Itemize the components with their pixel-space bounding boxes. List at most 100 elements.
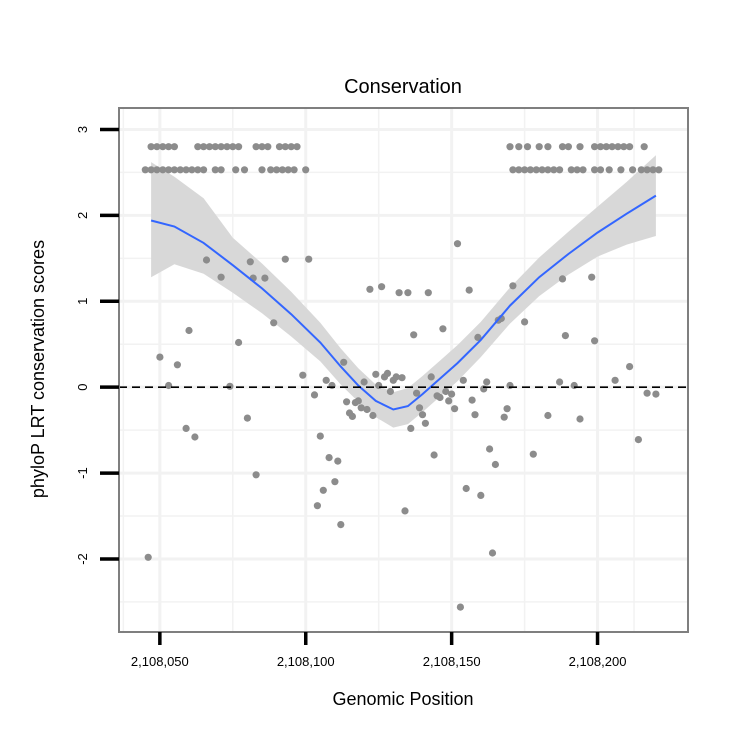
data-point [264,143,272,151]
data-point [413,389,421,397]
chart-title: Conservation [344,76,462,98]
data-point [173,361,181,369]
data-point [471,411,479,419]
data-point [147,143,155,151]
data-point [404,289,412,297]
data-point [357,404,365,412]
data-point [626,363,634,371]
data-point [310,391,319,399]
data-point [459,376,467,384]
data-point [147,166,155,174]
data-point [407,424,415,432]
data-point [561,332,570,340]
data-point [448,390,456,398]
data-point [558,143,567,151]
data-point [556,378,564,386]
data-point [258,143,266,151]
data-point [462,484,470,493]
y-tick-label: -1 [75,467,90,479]
data-point [579,166,587,174]
data-point [165,143,173,151]
data-point [596,143,605,151]
data-point [488,549,497,557]
data-point [261,274,269,282]
data-point [596,166,605,174]
data-point [629,166,637,174]
data-point [331,478,339,486]
data-point [141,166,149,174]
data-point [643,389,651,397]
x-tick-label: 2,108,100 [277,654,335,669]
data-point [235,143,243,151]
data-point [337,521,345,529]
data-point [378,283,386,291]
data-point [144,553,152,561]
data-point [200,143,208,151]
data-point [477,491,485,499]
data-point [526,166,535,174]
data-point [611,376,619,384]
data-point [515,166,523,174]
confidence-ribbon [151,155,656,428]
data-point [322,376,330,384]
data-point [386,387,394,396]
data-point [185,326,193,335]
data-point [640,143,648,151]
data-point [217,166,225,174]
data-point [602,143,610,151]
data-point [523,143,532,151]
data-point [570,381,578,390]
data-point [284,166,292,174]
data-point [246,258,254,266]
data-point [316,432,324,440]
data-point [605,166,613,174]
data-point [232,166,240,174]
data-point [165,166,173,174]
data-point [302,166,310,174]
data-point [202,256,211,264]
x-tick-label: 2,108,200 [569,654,627,669]
data-point [281,255,289,263]
data-point [442,387,450,396]
data-point [515,143,523,151]
data-point [500,413,508,421]
data-point [474,333,482,341]
data-point [159,166,167,174]
data-point [480,385,488,393]
data-point [445,397,453,405]
data-point [591,166,599,174]
data-point [401,507,409,515]
data-point [491,460,499,469]
data-point [424,289,432,297]
data-point [588,273,596,281]
smooth-curve [150,194,657,411]
data-point [591,337,599,345]
data-point [165,381,173,390]
data-point [436,393,444,402]
data-point [529,450,537,458]
data-point [521,318,529,326]
data-point [626,143,634,151]
data-point [532,166,540,174]
data-point [398,374,406,382]
data-point [153,143,161,151]
data-point [453,240,462,248]
data-point [226,382,234,390]
data-point [343,398,351,406]
y-axis-label: phyloP LRT conservation scores [28,240,48,498]
data-point [576,143,584,151]
data-point [538,166,546,174]
data-points [141,143,663,611]
data-point [194,166,202,174]
data-point [483,378,491,386]
data-point [334,457,342,465]
data-point [556,166,564,174]
data-point [182,424,190,432]
data-point [305,255,313,263]
data-point [392,373,400,381]
data-point [509,166,517,174]
data-point [637,166,645,174]
x-axis: 2,108,050 2,108,100 2,108,150 2,108,200 [131,632,627,669]
data-point [205,143,214,151]
